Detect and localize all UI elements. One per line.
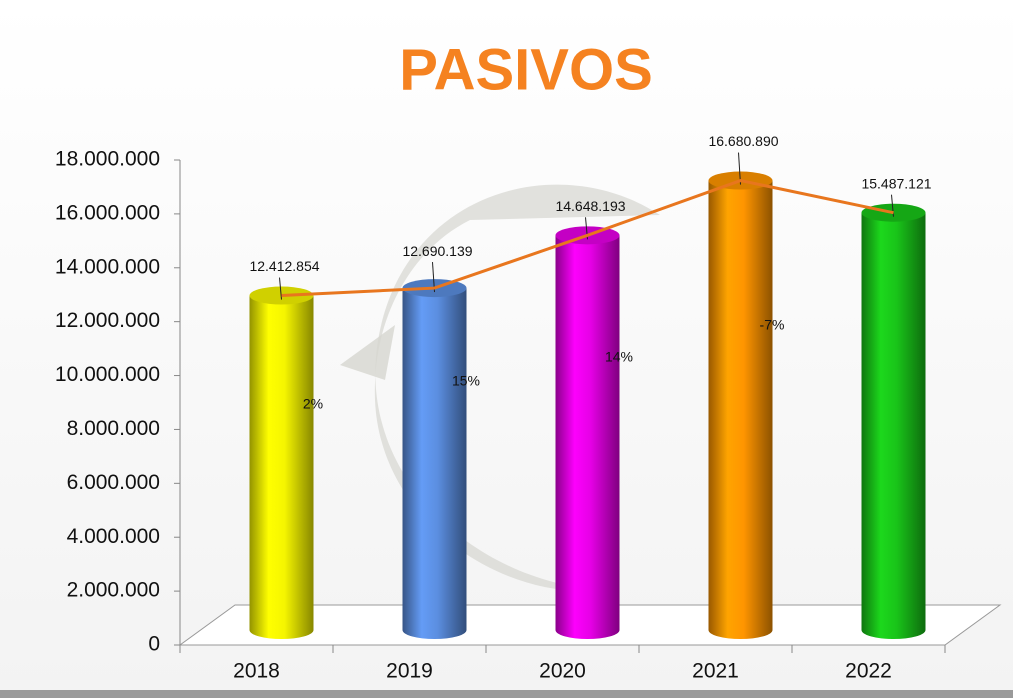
page-shadow xyxy=(0,690,1013,698)
y-tick-label: 0 xyxy=(148,633,160,656)
value-label: 12.690.139 xyxy=(402,243,472,259)
trend-line xyxy=(281,178,894,298)
change-label: 14% xyxy=(605,349,633,365)
value-label: 16.680.890 xyxy=(708,133,778,149)
value-label: 12.412.854 xyxy=(249,258,319,274)
bar xyxy=(708,180,773,640)
y-tick-label: 6.000.000 xyxy=(67,471,160,494)
y-tick-label: 16.000.000 xyxy=(55,201,160,224)
y-tick-label: 10.000.000 xyxy=(55,363,160,386)
x-tick-label: 2022 xyxy=(845,660,892,683)
value-label: 15.487.121 xyxy=(861,175,931,191)
leader-line xyxy=(279,277,282,300)
bar xyxy=(249,295,314,639)
y-tick-label: 12.000.000 xyxy=(55,309,160,332)
value-label: 14.648.193 xyxy=(555,198,625,214)
y-tick-label: 2.000.000 xyxy=(67,579,160,602)
change-label: 15% xyxy=(452,373,480,389)
change-label: -7% xyxy=(760,317,785,333)
y-tick-label: 18.000.000 xyxy=(55,148,160,171)
bar xyxy=(402,288,467,639)
bar xyxy=(861,212,926,639)
x-tick-label: 2020 xyxy=(539,660,586,683)
y-tick-label: 14.000.000 xyxy=(55,255,160,278)
change-label: 2% xyxy=(303,396,323,412)
y-tick-label: 4.000.000 xyxy=(67,525,160,548)
chart-title: PASIVOS xyxy=(399,37,653,102)
bar xyxy=(555,235,620,640)
x-tick-label: 2018 xyxy=(233,660,280,683)
x-tick-label: 2019 xyxy=(386,660,433,683)
x-tick-label: 2021 xyxy=(692,660,739,683)
decor-arrow xyxy=(340,325,395,380)
y-tick-label: 8.000.000 xyxy=(67,417,160,440)
